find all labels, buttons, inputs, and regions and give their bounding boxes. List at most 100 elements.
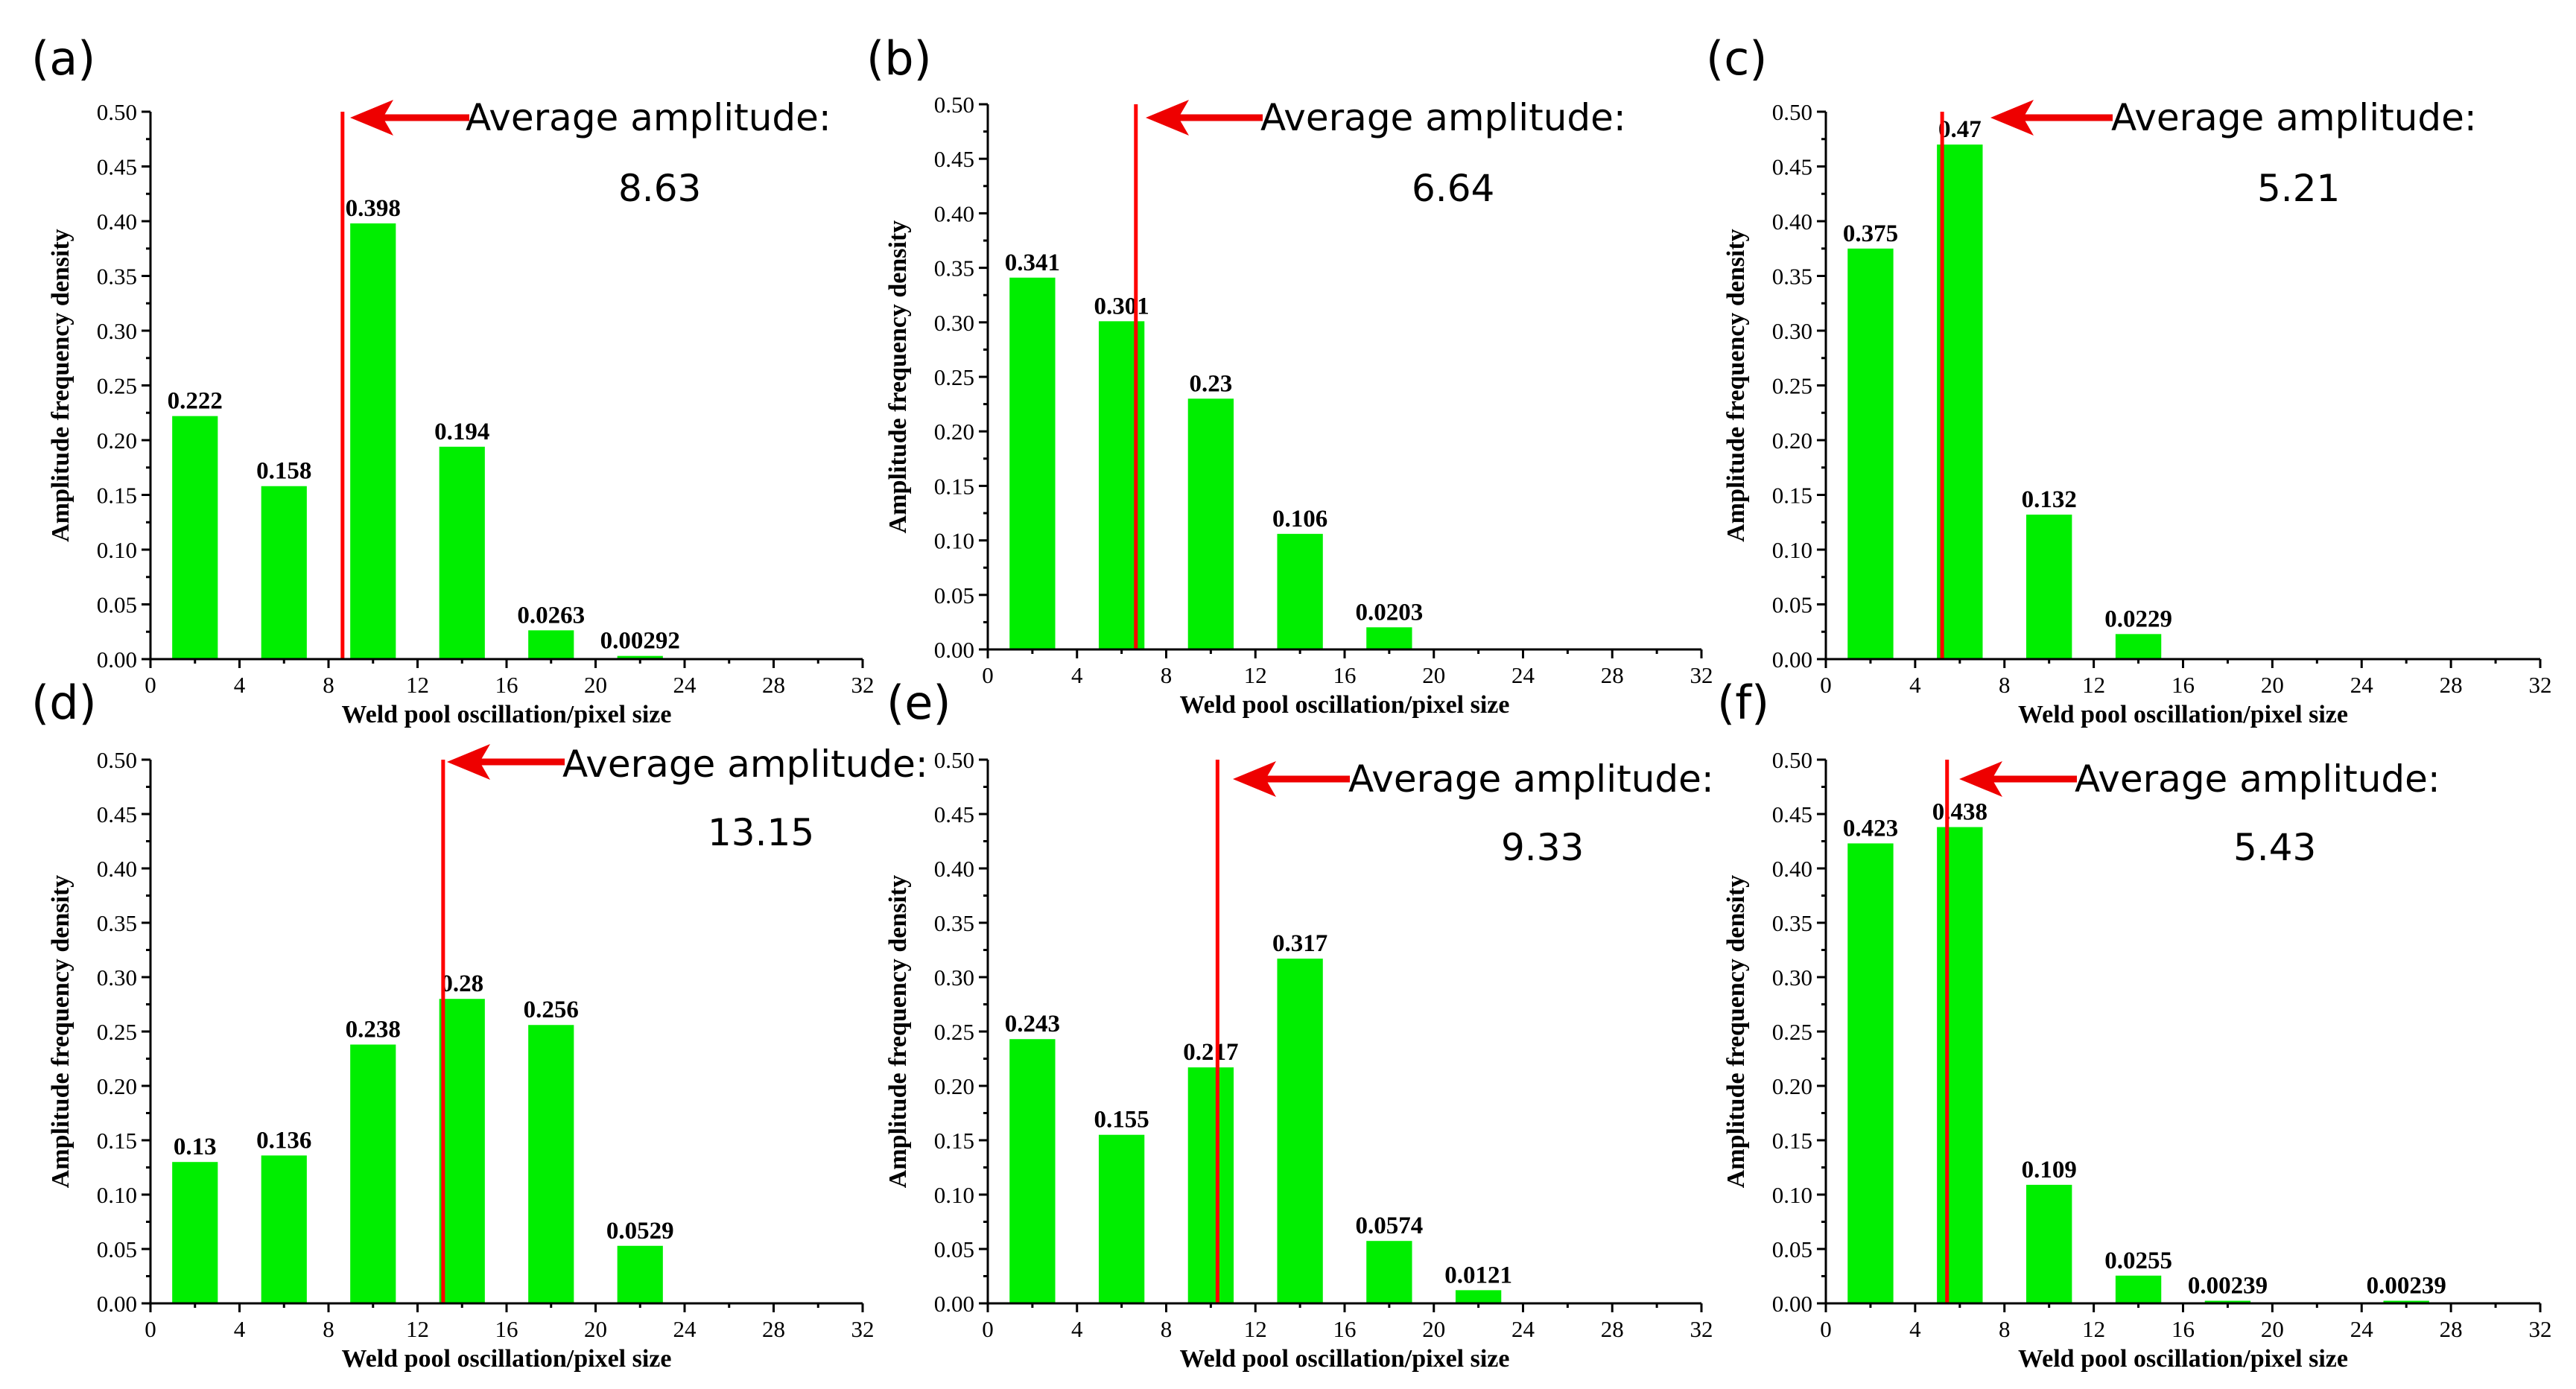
panel-a-letter: (a): [31, 31, 95, 86]
panel-a-arrow-icon: [350, 100, 393, 136]
panel-b-y-axis-title: Amplitude frequency density: [884, 220, 912, 534]
panel-e-y-tick-label-5: 0.25: [934, 1019, 974, 1045]
panel-e-bar-label-6: 0.0121: [1444, 1262, 1512, 1288]
panel-e-bar-1: [1009, 1039, 1056, 1303]
panel-f-x-tick-label-0: 0: [1820, 1316, 1832, 1342]
panel-c-bar-1: [1847, 248, 1894, 659]
panel-a-x-tick-label-8: 32: [851, 672, 875, 698]
panel-b-y-tick-label-6: 0.30: [934, 310, 974, 336]
panel-f-average-value: 5.43: [2233, 826, 2316, 869]
panel-c-bar-label-3: 0.132: [2022, 486, 2077, 513]
panel-a-bar-label-5: 0.0263: [517, 602, 585, 629]
panel-d-x-tick-label-1: 4: [234, 1316, 246, 1342]
panel-b-average-title: Average amplitude:: [1260, 96, 1626, 139]
panel-a-bar-4: [439, 446, 485, 659]
panel-e-y-tick-label-2: 0.10: [934, 1182, 974, 1208]
panel-c-x-tick-label-7: 28: [2440, 672, 2463, 698]
panel-d-bar-label-1: 0.13: [174, 1134, 217, 1160]
panel-a-average-title: Average amplitude:: [466, 96, 831, 139]
panel-f-y-tick-label-4: 0.20: [1772, 1073, 1812, 1099]
panel-d-average-value: 13.15: [708, 811, 814, 854]
panel-d-average-title: Average amplitude:: [562, 743, 928, 786]
panel-e-y-tick-label-8: 0.40: [934, 856, 974, 882]
panel-b-bar-1: [1009, 277, 1056, 649]
panel-c-x-tick-label-1: 4: [1909, 672, 1921, 698]
panel-a-y-tick-label-8: 0.40: [97, 209, 137, 235]
panel-a-average-value: 8.63: [618, 167, 701, 210]
panel-f-x-tick-label-8: 32: [2529, 1316, 2552, 1342]
panel-e-y-tick-label-10: 0.50: [934, 747, 974, 773]
panel-f-bar-6: [2383, 1300, 2429, 1303]
panel-c-bar-label-4: 0.0229: [2104, 605, 2172, 632]
panel-b-bar-5: [1366, 627, 1412, 649]
panel-b-x-tick-label-3: 12: [1244, 662, 1267, 688]
panel-f-y-tick-label-5: 0.25: [1772, 1019, 1812, 1045]
panel-d-x-tick-label-3: 12: [406, 1316, 429, 1342]
panel-f-arrow-icon: [1959, 761, 2002, 797]
panel-e-arrow-icon: [1233, 761, 1276, 797]
panel-b-bar-label-5: 0.0203: [1356, 599, 1424, 626]
panel-f-y-axis-title: Amplitude frequency density: [1722, 875, 1750, 1189]
panel-e-y-tick-label-3: 0.15: [934, 1128, 974, 1154]
panel-a-bar-label-4: 0.194: [434, 419, 489, 445]
panel-c-y-tick-label-2: 0.10: [1772, 537, 1812, 563]
panel-b-y-tick-label-10: 0.50: [934, 92, 974, 118]
panel-a-bar-label-6: 0.00292: [600, 628, 680, 655]
panel-d-x-tick-label-6: 24: [673, 1316, 697, 1342]
panel-e-bar-label-3: 0.217: [1183, 1039, 1238, 1066]
panel-d-x-tick-label-8: 32: [851, 1316, 875, 1342]
panel-e-bar-label-5: 0.0574: [1356, 1212, 1424, 1239]
panel-f-x-tick-label-6: 24: [2350, 1316, 2374, 1342]
panel-d-bar-label-4: 0.28: [440, 970, 483, 997]
panel-b-bar-4: [1277, 533, 1323, 649]
panel-c-bar-3: [2025, 514, 2072, 659]
panel-c-x-tick-label-3: 12: [2082, 672, 2105, 698]
panel-c-x-axis-title: Weld pool oscillation/pixel size: [2018, 701, 2348, 728]
panel-f-y-tick-label-2: 0.10: [1772, 1182, 1812, 1208]
panel-c-y-tick-label-9: 0.45: [1772, 154, 1812, 180]
panel-f-bar-label-3: 0.109: [2022, 1157, 2077, 1183]
panel-a-bar-1: [172, 416, 218, 659]
panel-d-letter: (d): [31, 676, 97, 730]
panel-c-y-tick-label-3: 0.15: [1772, 483, 1812, 509]
panel-d-bar-6: [617, 1245, 663, 1303]
panel-d-bar-2: [261, 1155, 307, 1303]
panel-e-y-tick-label-4: 0.20: [934, 1073, 974, 1099]
panel-c-x-tick-label-6: 24: [2350, 672, 2374, 698]
panel-c-x-tick-label-8: 32: [2529, 672, 2552, 698]
panel-a-bar-label-2: 0.158: [256, 458, 311, 485]
panel-b-bar-3: [1187, 398, 1234, 649]
panel-d-x-axis-title: Weld pool oscillation/pixel size: [342, 1345, 672, 1373]
panel-a-bar-label-1: 0.222: [168, 388, 223, 415]
panel-a-y-tick-label-2: 0.10: [97, 537, 137, 563]
panel-e-y-tick-label-7: 0.35: [934, 910, 974, 936]
panel-b-y-tick-label-9: 0.45: [934, 146, 974, 172]
panel-c-average-title: Average amplitude:: [2111, 96, 2477, 139]
panel-b-x-tick-label-8: 32: [1690, 662, 1713, 688]
panel-d-bar-4: [439, 999, 485, 1303]
panel-e-y-tick-label-6: 0.30: [934, 964, 974, 991]
panel-e-x-tick-label-1: 4: [1071, 1316, 1083, 1342]
panel-a-bar-label-3: 0.398: [346, 195, 401, 222]
panel-c-y-tick-label-1: 0.05: [1772, 592, 1812, 618]
panel-b-y-tick-label-0: 0.00: [934, 637, 974, 663]
panel-d-bar-3: [350, 1044, 396, 1303]
panel-b-x-tick-label-6: 24: [1511, 662, 1535, 688]
panel-d-y-tick-label-0: 0.00: [97, 1291, 137, 1317]
panel-c-x-tick-label-0: 0: [1820, 672, 1832, 698]
panel-c-bar-4: [2115, 634, 2162, 659]
panel-a-x-tick-label-5: 20: [584, 672, 607, 698]
panel-f-bar-1: [1847, 843, 1894, 1303]
panel-b-y-tick-label-3: 0.15: [934, 473, 974, 499]
panel-b-x-tick-label-0: 0: [982, 662, 994, 688]
panel-d-y-tick-label-4: 0.20: [97, 1073, 137, 1099]
panel-b-x-tick-label-4: 16: [1333, 662, 1357, 688]
panel-d-x-tick-label-2: 8: [323, 1316, 334, 1342]
panel-f-bar-label-4: 0.0255: [2104, 1247, 2172, 1274]
panel-f-y-tick-label-6: 0.30: [1772, 964, 1812, 991]
panel-d-x-tick-label-0: 0: [145, 1316, 156, 1342]
panel-d-x-tick-label-5: 20: [584, 1316, 607, 1342]
panel-c-x-tick-label-5: 20: [2261, 672, 2284, 698]
panel-d-bar-label-3: 0.238: [346, 1017, 401, 1043]
